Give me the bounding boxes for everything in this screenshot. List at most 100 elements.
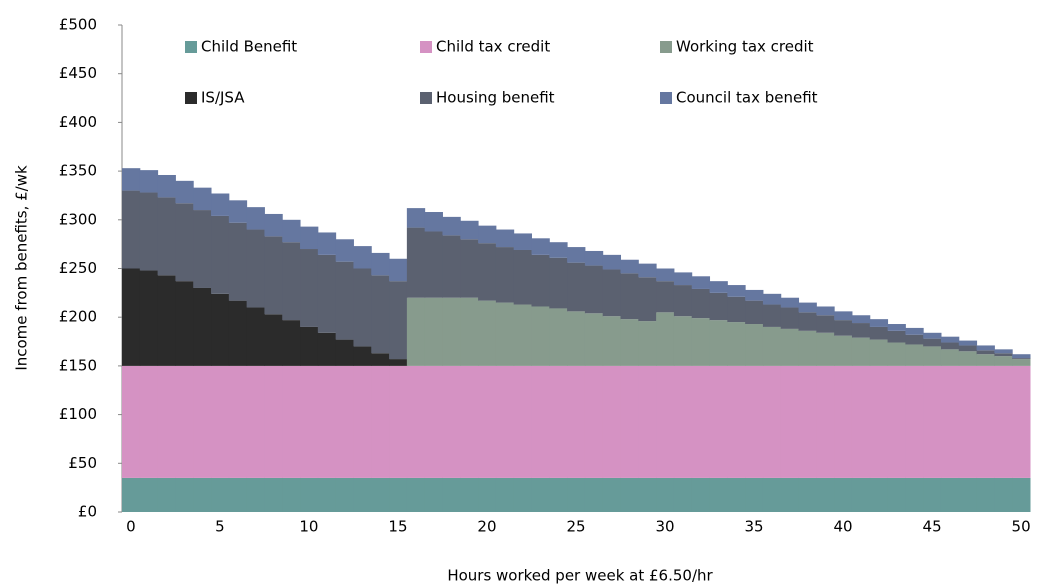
area-step bbox=[691, 276, 711, 289]
area-step bbox=[940, 342, 960, 350]
area-step bbox=[816, 332, 835, 366]
area-step bbox=[673, 272, 693, 286]
area-step bbox=[549, 308, 568, 366]
area-step bbox=[353, 365, 372, 478]
area-step bbox=[371, 252, 390, 276]
area-step bbox=[442, 297, 461, 366]
area-step bbox=[531, 477, 550, 512]
legend-label: IS/JSA bbox=[201, 89, 245, 107]
area-step bbox=[851, 315, 871, 324]
area-step bbox=[300, 226, 319, 250]
area-step bbox=[1012, 359, 1031, 366]
area-step bbox=[656, 268, 675, 282]
area-step bbox=[816, 315, 835, 333]
area-step bbox=[335, 239, 354, 262]
area-step bbox=[638, 263, 657, 278]
area-step bbox=[834, 365, 853, 478]
area-step bbox=[851, 477, 871, 512]
area-step bbox=[869, 365, 889, 478]
area-step bbox=[193, 187, 212, 211]
area-step bbox=[317, 232, 337, 255]
area-step bbox=[317, 477, 337, 512]
legend-label: Child tax credit bbox=[436, 38, 550, 56]
y-tick-label: £100 bbox=[59, 405, 97, 423]
area-step bbox=[1012, 477, 1031, 512]
area-step bbox=[745, 300, 764, 325]
area-step bbox=[122, 365, 141, 478]
area-step bbox=[513, 304, 532, 366]
area-step bbox=[602, 254, 622, 270]
area-step bbox=[673, 365, 693, 478]
area-step bbox=[602, 477, 622, 512]
area-step bbox=[389, 477, 408, 512]
y-tick-label: £200 bbox=[59, 308, 97, 326]
area-step bbox=[513, 365, 532, 478]
x-tick-label: 20 bbox=[477, 518, 496, 536]
area-step bbox=[353, 246, 372, 269]
x-tick-label: 30 bbox=[655, 518, 674, 536]
area-step bbox=[264, 365, 283, 478]
area-step bbox=[246, 307, 265, 366]
area-step bbox=[834, 477, 853, 512]
area-step bbox=[317, 365, 337, 478]
area-step bbox=[282, 219, 301, 243]
legend-label: Child Benefit bbox=[201, 38, 297, 56]
area-step bbox=[727, 322, 746, 366]
area-step bbox=[335, 339, 354, 366]
area-step bbox=[780, 477, 800, 512]
area-step bbox=[780, 307, 800, 329]
area-step bbox=[923, 332, 942, 339]
area-step bbox=[816, 477, 835, 512]
area-step bbox=[887, 330, 906, 343]
area-step bbox=[193, 477, 212, 512]
x-tick-label: 25 bbox=[566, 518, 585, 536]
area-step bbox=[638, 321, 657, 366]
area-step bbox=[584, 250, 604, 266]
area-step bbox=[122, 168, 141, 191]
area-step bbox=[317, 332, 337, 366]
area-step bbox=[923, 346, 942, 366]
area-step bbox=[228, 477, 248, 512]
area-step bbox=[958, 345, 978, 352]
area-step bbox=[869, 319, 889, 327]
area-step bbox=[976, 345, 995, 351]
area-step bbox=[602, 269, 622, 317]
area-step bbox=[940, 365, 960, 478]
area-step bbox=[994, 353, 1013, 357]
legend-label: Working tax credit bbox=[676, 38, 814, 56]
area-step bbox=[727, 285, 746, 297]
area-step bbox=[994, 365, 1013, 478]
y-tick-label: £300 bbox=[59, 210, 97, 228]
y-tick-label: £250 bbox=[59, 259, 97, 277]
area-step bbox=[602, 316, 622, 366]
area-step bbox=[264, 477, 283, 512]
area-step bbox=[745, 365, 764, 478]
area-step bbox=[211, 293, 230, 366]
area-step bbox=[157, 174, 176, 198]
y-axis-title: Income from benefits, £/wk bbox=[13, 165, 31, 371]
legend-swatch bbox=[185, 41, 197, 53]
area-step bbox=[264, 236, 283, 315]
x-tick-label: 15 bbox=[388, 518, 407, 536]
area-step bbox=[513, 233, 532, 250]
area-step bbox=[851, 365, 871, 478]
area-step bbox=[211, 193, 230, 216]
area-step bbox=[442, 235, 461, 298]
area-step bbox=[139, 170, 159, 193]
area-step bbox=[513, 477, 532, 512]
area-step bbox=[549, 477, 568, 512]
area-step bbox=[211, 215, 230, 294]
area-step bbox=[122, 477, 141, 512]
area-step bbox=[940, 349, 960, 366]
y-tick-label: £500 bbox=[59, 16, 97, 34]
area-step bbox=[709, 320, 728, 366]
area-step bbox=[228, 200, 248, 223]
y-tick-label: £50 bbox=[68, 454, 97, 472]
area-step bbox=[602, 365, 622, 478]
area-step bbox=[300, 477, 319, 512]
area-step bbox=[139, 192, 159, 271]
area-step bbox=[940, 336, 960, 343]
y-tick-label: £150 bbox=[59, 356, 97, 374]
area-step bbox=[869, 326, 889, 340]
